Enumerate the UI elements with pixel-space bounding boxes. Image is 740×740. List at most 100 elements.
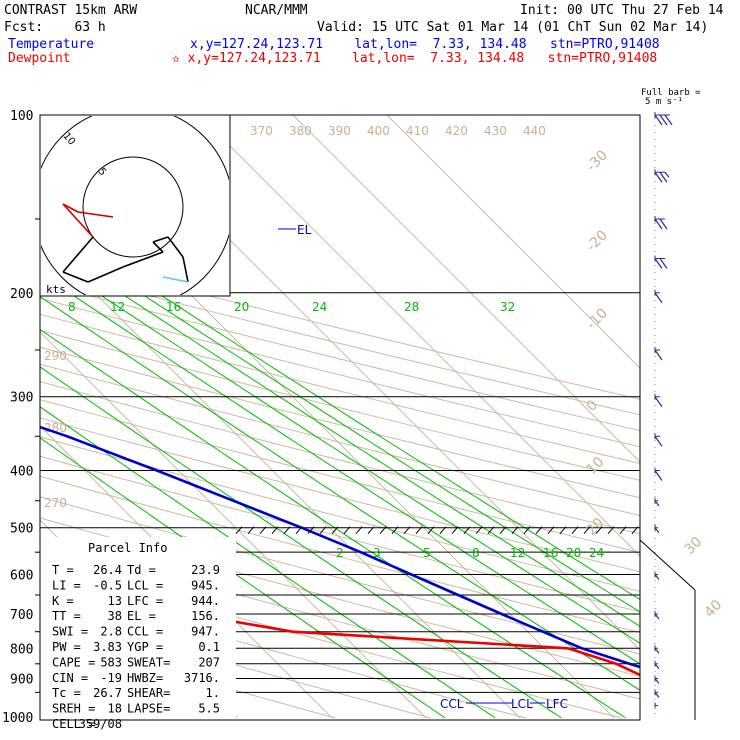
parcel-info-value: PW = <box>52 640 81 654</box>
parcel-info-value: LI = <box>52 578 81 592</box>
parcel-info-value: SREH = <box>52 702 95 716</box>
lfc-label: LFC <box>546 697 568 711</box>
theta-label: 410 <box>406 124 429 138</box>
barb-half <box>654 691 660 698</box>
parcel-info-value: YGP = <box>127 640 163 654</box>
hodograph-segment <box>77 211 114 218</box>
barb-full <box>664 114 673 126</box>
parcel-info-value: 947. <box>191 625 220 639</box>
parcel-info-value: 3716. <box>184 671 220 685</box>
pressure-tick-label: 800 <box>10 642 33 657</box>
theta-label: 290 <box>44 349 67 363</box>
barb-legend-1: Full barb = <box>641 88 701 98</box>
barb-full <box>654 292 663 304</box>
hash-tick <box>463 526 471 535</box>
pressure-tick-label: 200 <box>10 287 33 302</box>
hash-tick <box>619 526 627 535</box>
parcel-info-value: 156. <box>191 609 220 623</box>
parcel-info-value: 23.9 <box>191 563 220 577</box>
parcel-info-value: 583 <box>100 655 122 669</box>
pressure-tick-label: 600 <box>10 568 33 583</box>
hodograph-segment <box>87 266 124 283</box>
hash-tick <box>631 526 639 535</box>
temperature-label: Temperature <box>8 37 94 52</box>
hodograph-segment <box>162 276 189 283</box>
parcel-info-value: SWEAT= <box>127 655 170 669</box>
barb-full <box>654 218 663 230</box>
hodograph-segment <box>152 241 164 253</box>
temperature-location: x,y=127.24,123.71 lat,lon= 7.33, 134.48 … <box>190 37 660 52</box>
pressure-tick-label: 400 <box>10 465 33 480</box>
parcel-info-value: 3.83 <box>93 640 122 654</box>
theta-label: 400 <box>367 124 390 138</box>
parcel-info-value: 26.4 <box>93 563 122 577</box>
pressure-tick-label: 1000 <box>2 711 33 726</box>
hash-tick <box>523 526 531 535</box>
dry-adiabat-line <box>40 475 640 634</box>
isotherm-line <box>292 115 640 463</box>
mixing-ratio-line <box>40 238 640 627</box>
init-time: Init: 00 UTC Thu 27 Feb 14 <box>520 3 724 18</box>
parcel-info-value: 944. <box>191 594 220 608</box>
barb-half <box>654 527 660 534</box>
parcel-info-value: 38 <box>108 609 122 623</box>
hash-tick <box>559 526 567 535</box>
barb-full <box>659 114 668 126</box>
isotherm-line <box>198 115 640 557</box>
hodograph-segment <box>62 203 79 213</box>
mixing-ratio-label: 2 <box>336 546 344 560</box>
barb-full <box>654 171 663 183</box>
barb-half <box>654 663 660 670</box>
hash-tick <box>367 526 375 535</box>
hash-tick <box>499 526 507 535</box>
hash-tick <box>235 526 243 535</box>
hodograph-segment <box>62 271 89 283</box>
barb-half <box>654 647 660 654</box>
barb-full <box>654 258 663 269</box>
mixing-ratio-label: 5 <box>423 546 431 560</box>
hash-tick <box>607 526 615 535</box>
hash-tick <box>439 526 447 535</box>
parcel-info-value: 945. <box>191 578 220 592</box>
parcel-info-value: SHEAR= <box>127 686 170 700</box>
pressure-tick-label: 900 <box>10 672 33 687</box>
parcel-info-value: LFC = <box>127 594 163 608</box>
mixing-ratio-label: 20 <box>566 546 581 560</box>
parcel-info-value: 207 <box>198 655 220 669</box>
mixing-ratio-line <box>40 226 640 613</box>
hash-tick <box>319 526 327 535</box>
plot-border <box>39 114 641 721</box>
parcel-info-value: 5.5 <box>198 702 220 716</box>
mixing-ratio-label: 12 <box>110 300 125 314</box>
mixing-ratio-label: 28 <box>404 300 419 314</box>
mixing-ratio-label: 12 <box>510 546 525 560</box>
valid-time: Valid: 15 UTC Sat 01 Mar 14 (01 ChT Sun … <box>317 20 708 35</box>
level-markers: EL CCL LCL LFC <box>278 223 568 711</box>
mixing-ratio-line <box>40 272 640 665</box>
parcel-info-value: TT = <box>52 609 81 623</box>
pressure-tick-label: 300 <box>10 391 33 406</box>
model-name: CONTRAST 15km ARW <box>4 3 137 18</box>
hash-tick <box>343 526 351 535</box>
hash-tick <box>511 526 519 535</box>
hodograph-segment <box>167 236 184 258</box>
mixing-ratio-label: 24 <box>589 546 604 560</box>
dry-adiabat-line <box>40 455 640 613</box>
hash-tick <box>487 526 495 535</box>
parcel-info-value: CAPE = <box>52 655 95 669</box>
parcel-info-value: 18 <box>108 702 122 716</box>
parcel-info-value: Tc = <box>52 686 81 700</box>
isotherm-line <box>386 115 640 369</box>
hash-tick <box>307 526 315 535</box>
theta-label: 270 <box>44 496 67 510</box>
dewpoint-label: Dewpoint <box>8 51 71 66</box>
mixing-ratio-label: 16 <box>166 300 181 314</box>
profiles <box>40 425 640 677</box>
isotherm-label: 30 <box>682 534 706 558</box>
hodograph-segment <box>62 236 94 273</box>
dry-adiabat-line <box>40 496 640 655</box>
hodograph-segment <box>182 256 189 283</box>
hash-tick <box>247 526 255 535</box>
dry-adiabat-line <box>40 609 431 719</box>
